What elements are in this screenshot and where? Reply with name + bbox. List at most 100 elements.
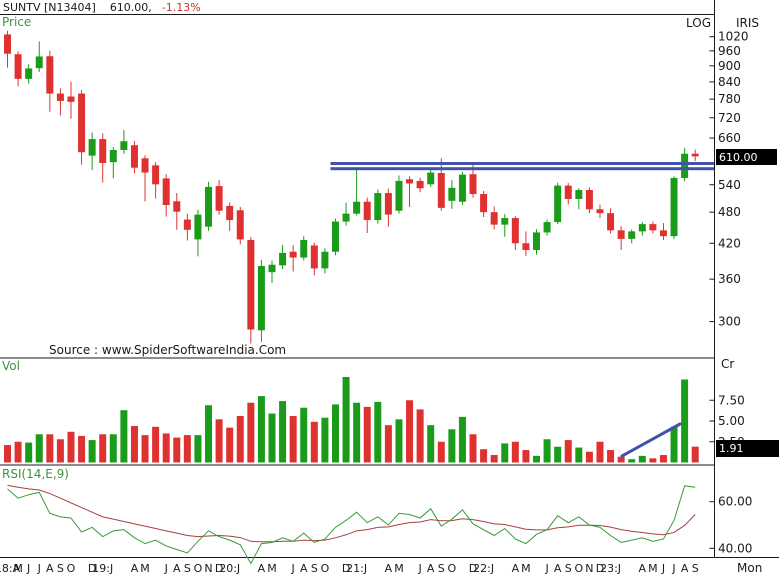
volume-bar [289,416,297,463]
candle [162,178,170,206]
candle [406,179,414,184]
candle [183,219,191,230]
candle [469,174,477,194]
iris-watermark: IRIS [736,16,760,30]
volume-bar [120,410,128,463]
candle [617,230,625,239]
volume-bar [649,458,657,463]
volume-bar [469,434,477,463]
volume-bar [659,455,667,463]
volume-bar [130,425,138,463]
price-tick-label: 1020 [718,30,749,44]
candle [670,177,678,237]
x-axis-label: O [448,562,457,575]
volume-bar [490,455,498,463]
candle [575,189,583,199]
candle [331,221,339,252]
x-axis-label: J [544,562,548,575]
volume-bar [67,431,75,463]
x-axis-label: D [342,562,350,575]
volume-bar [691,446,699,463]
volume-bar [585,451,593,463]
rsi-tick-label: 60.00 [718,495,752,509]
volume-bar [511,441,519,463]
candle [279,252,287,266]
volume-bar [162,433,170,463]
x-axis-label: 18:A [0,562,21,575]
volume-bar [99,434,107,463]
x-axis-label: D [215,562,223,575]
volume-bar [35,434,43,463]
x-axis-label: A [258,562,266,575]
price-tick-label: 900 [718,59,741,73]
candle [120,141,128,150]
volume-bar [416,409,424,463]
volume-bar [670,426,678,463]
candle [215,186,223,211]
volume-bar [342,377,350,463]
volume-bar [56,439,64,463]
resistance-line-top [330,162,715,165]
price-tick-label: 660 [718,131,741,145]
x-axis-label: A [173,562,181,575]
volume-bar [353,402,361,463]
volume-bar [458,416,466,463]
candle [226,205,234,221]
candle [564,185,572,199]
log-scale-label: LOG [685,16,711,30]
candle [141,158,149,173]
candle [511,218,519,244]
last-volume-box: 1.91 [716,440,779,457]
candle [14,54,22,79]
source-text: Source : www.SpiderSoftwareIndia.Com [49,343,287,357]
rsi-tick-label: 40.00 [718,541,752,555]
candle [152,165,160,185]
volume-bar [681,379,689,463]
volume-bar [321,417,329,463]
volume-bar [279,401,287,463]
volume-bar [480,449,488,463]
candle [35,56,43,69]
candle [522,243,530,251]
volume-bar [310,421,318,463]
candle [78,93,86,153]
candle [342,213,350,222]
x-axis-label: M [267,562,277,575]
candle [628,231,636,239]
candle [533,232,540,251]
candle [257,265,265,331]
volume-bar [638,455,646,463]
volume-bar [78,435,86,463]
x-axis-label: J [291,562,295,575]
volume-bar [300,407,308,463]
candle [480,193,488,213]
volume-bar [543,439,551,463]
price-tick-label: 720 [718,111,741,125]
volume-bar [596,441,604,463]
candle [458,174,466,202]
volume-bar [501,443,509,463]
candle [384,193,392,215]
x-axis-label: J [671,562,675,575]
volume-bar [247,402,255,463]
x-axis-label: S [692,562,699,575]
candle [56,93,64,101]
candle [638,224,646,232]
volume-trendline [620,422,682,458]
volume-bar [607,450,615,463]
candle [501,218,509,225]
candle [300,239,308,258]
candle [25,68,33,79]
volume-bar [4,445,11,463]
volume-tick-label: 7.50 [718,393,745,407]
candle [363,201,371,221]
candle [607,213,615,231]
price-panel-label: Price [2,15,32,29]
candle [99,139,107,163]
x-axis-label: O [574,562,583,575]
volume-bar [183,435,191,463]
volume-bar [331,404,339,463]
x-axis-label: S [184,562,191,575]
